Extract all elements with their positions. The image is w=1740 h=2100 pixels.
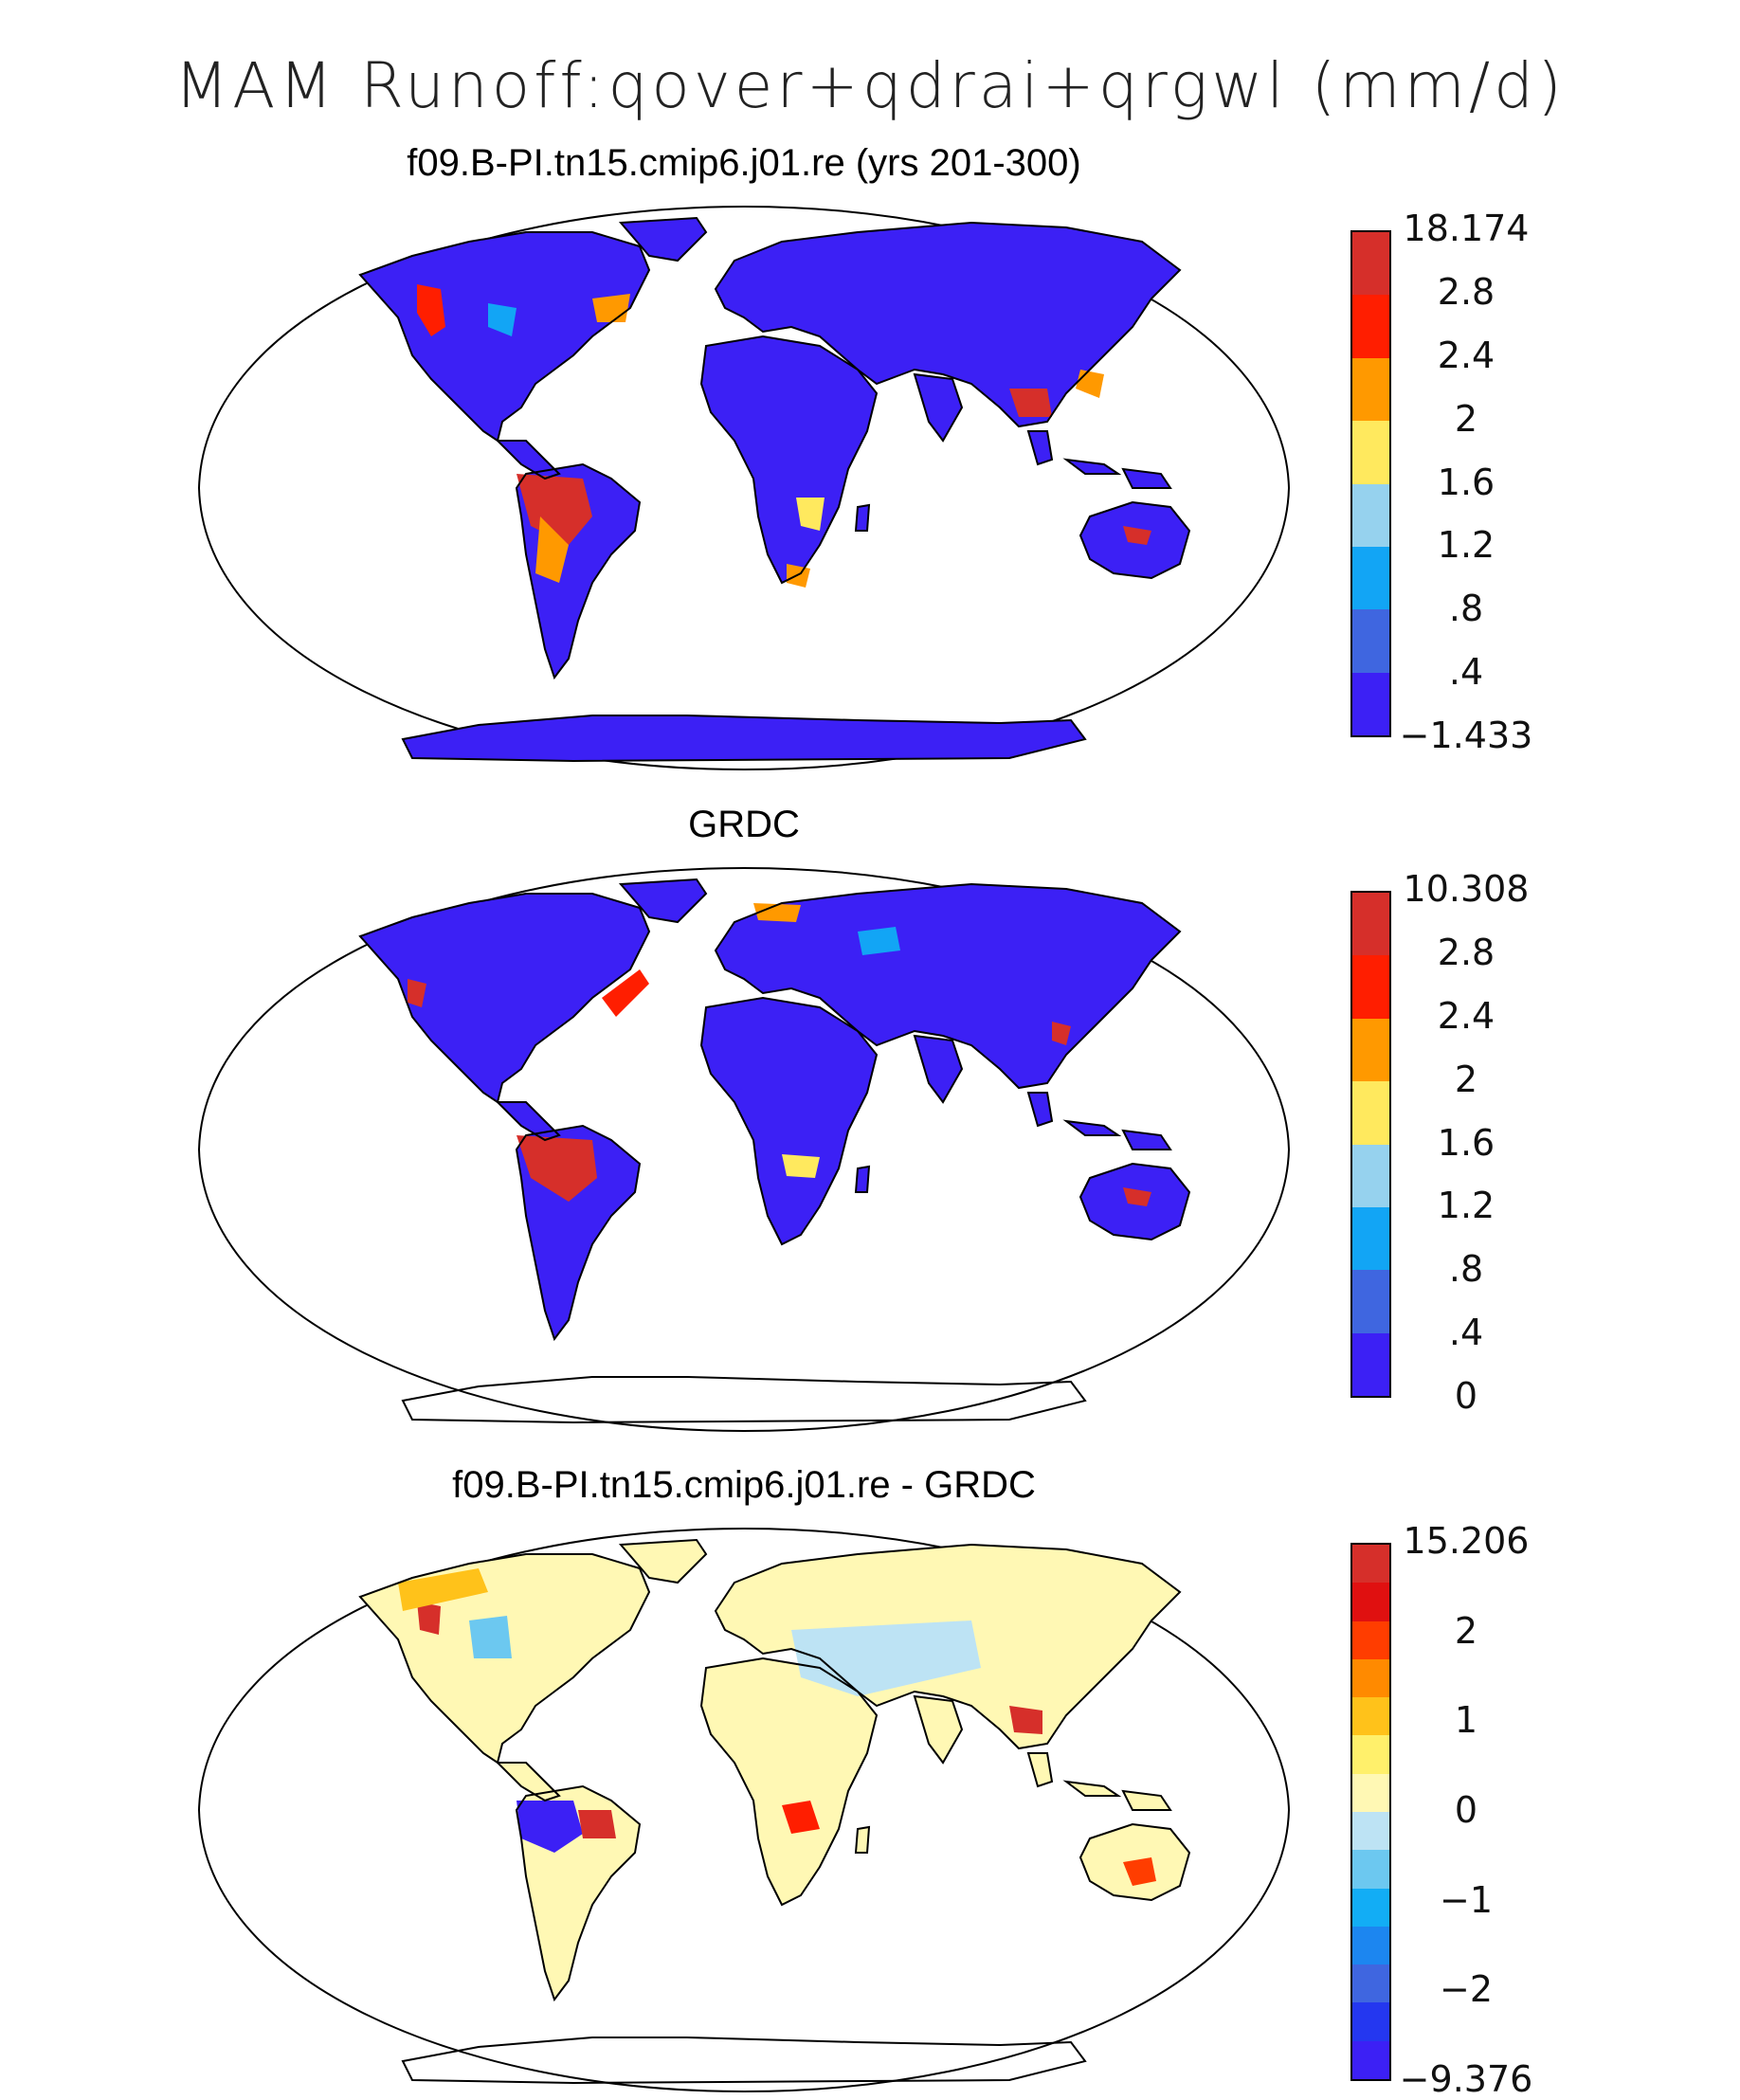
colorbar-label: −9.376 <box>1399 2058 1533 2100</box>
colorbar-label: 15.206 <box>1403 1520 1530 1562</box>
colorbar-label: 2.8 <box>1437 931 1495 973</box>
colorbar-segment <box>1352 2040 1389 2079</box>
colorbar-label: 2 <box>1454 397 1478 440</box>
colorbar-segment <box>1352 1811 1389 1851</box>
colorbar-segment <box>1352 1735 1389 1774</box>
colorbar-segment <box>1352 955 1389 1019</box>
colorbar-segment <box>1352 1018 1389 1082</box>
colorbar-segment <box>1352 1545 1389 1584</box>
colorbar-segment <box>1352 1850 1389 1889</box>
colorbar-label: .4 <box>1448 1312 1484 1354</box>
colorbar-label: .4 <box>1448 651 1484 694</box>
colorbar-label: −2 <box>1439 1968 1494 2011</box>
colorbar-label: 2.4 <box>1437 994 1495 1037</box>
colorbar-label: 2.8 <box>1437 270 1495 313</box>
colorbar <box>1350 891 1391 1398</box>
panel-title: GRDC <box>688 804 800 845</box>
high-runoff-patches <box>408 903 1151 1206</box>
colorbar-segment <box>1352 1270 1389 1333</box>
main-title: MAM Runoff:qover+qdrai+qrgwl (mm/d) <box>174 49 1566 122</box>
antarctica <box>401 1376 1087 1424</box>
colorbar-segment <box>1352 483 1389 547</box>
colorbar-segment <box>1352 609 1389 673</box>
colorbar-segment <box>1352 1773 1389 1812</box>
colorbar-label: .8 <box>1448 1248 1484 1291</box>
panel-title: f09.B-PI.tn15.cmip6.j01.re (yrs 201-300) <box>407 142 1081 184</box>
colorbar-segment <box>1352 1583 1389 1621</box>
colorbar-segment <box>1352 421 1389 484</box>
high-runoff-patches <box>417 284 1151 588</box>
colorbar-segment <box>1352 1926 1389 1965</box>
colorbar <box>1350 230 1391 737</box>
colorbar-label: 1.2 <box>1437 524 1495 567</box>
colorbar-segment <box>1352 1081 1389 1145</box>
colorbar-label: 0 <box>1454 1789 1478 1831</box>
colorbar-label: 1.6 <box>1437 461 1495 503</box>
colorbar-label: 1.2 <box>1437 1185 1495 1227</box>
colorbar <box>1350 1543 1391 2081</box>
colorbar-segment <box>1352 1888 1389 1927</box>
colorbar-segment <box>1352 357 1389 422</box>
colorbar-label: −1 <box>1439 1878 1494 1921</box>
colorbar-label: .8 <box>1448 588 1484 630</box>
colorbar-segment <box>1352 672 1389 735</box>
colorbar-segment <box>1352 1697 1389 1736</box>
world-map <box>198 1528 1290 2092</box>
colorbar-label: 0 <box>1454 1375 1478 1417</box>
colorbar-segment <box>1352 295 1389 358</box>
colorbar-segment <box>1352 546 1389 610</box>
colorbar-label: 1.6 <box>1437 1121 1495 1164</box>
colorbar-label: 10.308 <box>1403 868 1530 910</box>
colorbar-segment <box>1352 1964 1389 2003</box>
antarctica <box>401 2037 1087 2085</box>
colorbar-label: 18.174 <box>1403 208 1530 249</box>
difference-patches <box>398 1568 1156 1886</box>
colorbar-label: 1 <box>1454 1699 1478 1742</box>
antarctica <box>401 715 1087 763</box>
colorbar-segment <box>1352 893 1389 956</box>
world-map <box>198 206 1290 770</box>
colorbar-segment <box>1352 1332 1389 1396</box>
colorbar-label: 2 <box>1454 1058 1478 1100</box>
colorbar-segment <box>1352 1144 1389 1207</box>
colorbar-label: 2.4 <box>1437 334 1495 376</box>
colorbar-segment <box>1352 232 1389 296</box>
colorbar-label: 2 <box>1454 1609 1478 1652</box>
colorbar-segment <box>1352 1620 1389 1659</box>
colorbar-segment <box>1352 1658 1389 1698</box>
colorbar-segment <box>1352 1206 1389 1271</box>
panel-title: f09.B-PI.tn15.cmip6.j01.re - GRDC <box>452 1464 1036 1506</box>
world-map <box>198 867 1290 1432</box>
colorbar-segment <box>1352 2002 1389 2041</box>
colorbar-label: −1.433 <box>1399 715 1533 756</box>
